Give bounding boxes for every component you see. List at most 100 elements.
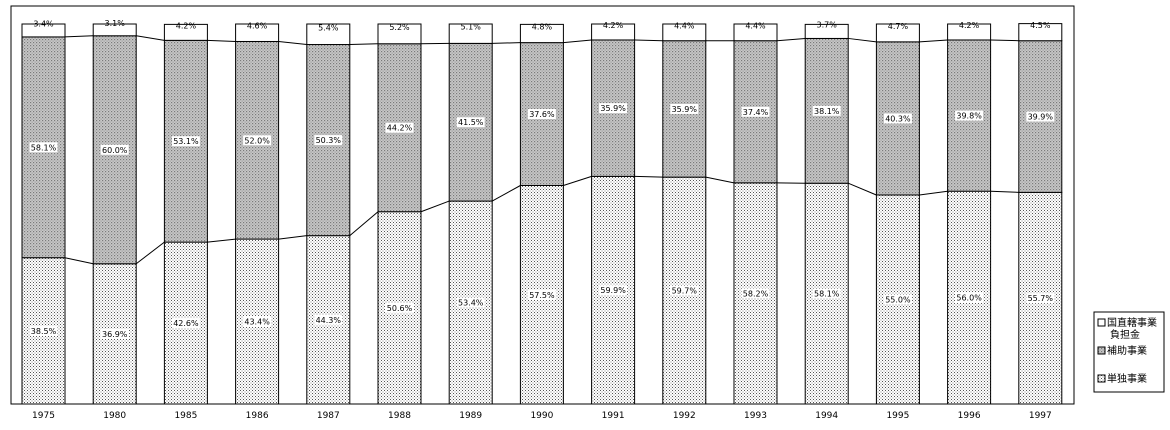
data-label-bg [243, 135, 272, 146]
connector-line [278, 235, 307, 240]
data-label-chokkatsu-1987: 5.4% [318, 23, 339, 32]
data-label-tandoku-1975: 38.5% [31, 327, 57, 336]
x-tick-label-1996: 1996 [958, 411, 981, 421]
data-label-bg [171, 136, 200, 147]
data-label-bg [29, 142, 58, 153]
bar-segment-chokkatsu-1995 [875, 23, 920, 43]
x-tick-label-1989: 1989 [459, 411, 482, 421]
x-tick-label-1990: 1990 [530, 411, 553, 421]
x-tick-label-1992: 1992 [673, 411, 696, 421]
legend-swatch-grid [1097, 346, 1106, 355]
bar-segment-chokkatsu-1980 [92, 23, 137, 37]
data-label-tandoku-1987: 44.3% [316, 316, 342, 325]
x-tick-label-1987: 1987 [317, 411, 340, 421]
data-label-tandoku-1990: 57.5% [529, 291, 555, 300]
data-label-hojo-1996: 39.8% [956, 112, 982, 121]
data-label-bg [599, 103, 628, 114]
connector-line [776, 37, 806, 42]
connector-line [492, 42, 521, 44]
data-label-bg [883, 294, 912, 305]
data-label-bg [456, 117, 485, 128]
data-label-chokkatsu-1993: 4.4% [745, 21, 766, 30]
data-label-bg [883, 113, 912, 124]
data-label-bg [314, 314, 343, 325]
data-label-hojo-1989: 41.5% [458, 118, 484, 127]
legend-label: 負担金 [1110, 328, 1140, 341]
data-label-hojo-1988: 44.2% [387, 124, 413, 133]
data-label-bg [741, 288, 770, 299]
x-tick-label-1986: 1986 [246, 411, 269, 421]
data-label-tandoku-1988: 50.6% [387, 304, 413, 313]
connector-line [563, 175, 592, 186]
x-tick-label-1985: 1985 [174, 411, 197, 421]
connector-line [848, 182, 877, 196]
legend-label: 単独事業 [1107, 372, 1147, 385]
data-label-bg [1026, 293, 1055, 304]
data-label-chokkatsu-1995: 4.7% [888, 22, 909, 31]
data-label-hojo-1992: 35.9% [672, 105, 698, 114]
bar-segment-chokkatsu-1996 [947, 23, 992, 41]
bar-segment-chokkatsu-1987 [306, 23, 351, 46]
data-label-tandoku-1994: 58.1% [814, 290, 840, 299]
data-label-hojo-1990: 37.6% [529, 110, 555, 119]
data-label-hojo-1975: 58.1% [31, 143, 57, 152]
connector-line [64, 257, 94, 265]
data-label-bg [527, 109, 556, 120]
data-label-chokkatsu-1990: 4.8% [532, 23, 553, 32]
bar-segment-chokkatsu-1997 [1018, 23, 1063, 42]
data-label-hojo-1993: 37.4% [743, 108, 769, 117]
bar-segment-chokkatsu-1991 [591, 23, 636, 41]
connector-line [990, 190, 1019, 193]
data-label-bg [599, 285, 628, 296]
data-label-chokkatsu-1997: 4.5% [1030, 21, 1051, 30]
connector-line [207, 39, 236, 42]
data-label-chokkatsu-1989: 5.1% [461, 23, 482, 32]
data-label-chokkatsu-1988: 5.2% [389, 23, 410, 32]
data-label-tandoku-1986: 43.4% [244, 318, 270, 327]
data-label-bg [955, 292, 984, 303]
legend-swatch-blank [1097, 318, 1106, 327]
data-label-hojo-1994: 38.1% [814, 107, 840, 116]
data-label-bg [670, 103, 699, 114]
connector-line [919, 39, 948, 43]
data-label-tandoku-1980: 36.9% [102, 330, 128, 339]
data-label-tandoku-1997: 55.7% [1028, 294, 1054, 303]
legend-label: 国直轄事業 [1107, 316, 1157, 329]
data-label-bg [812, 288, 841, 299]
bar-segment-chokkatsu-1988 [377, 23, 422, 45]
data-label-chokkatsu-1975: 3.4% [33, 19, 54, 28]
connector-line [135, 241, 165, 265]
connector-line [349, 211, 379, 237]
data-label-bg [243, 316, 272, 327]
connector-line [634, 175, 663, 178]
bar-segment-chokkatsu-1994 [804, 23, 849, 39]
data-label-bg [1026, 111, 1055, 122]
connector-line [278, 40, 307, 46]
x-tick-label-1993: 1993 [744, 411, 767, 421]
data-label-bg [385, 302, 414, 313]
data-label-bg [171, 318, 200, 329]
bar-segment-chokkatsu-1986 [235, 23, 280, 42]
data-label-chokkatsu-1994: 3.7% [817, 20, 838, 29]
data-label-tandoku-1993: 58.2% [743, 289, 769, 298]
connector-line [563, 39, 592, 44]
x-tick-label-1991: 1991 [602, 411, 625, 421]
connector-line [990, 39, 1019, 42]
legend-box [1093, 311, 1165, 393]
data-label-chokkatsu-1991: 4.2% [603, 21, 624, 30]
data-label-bg [527, 289, 556, 300]
connector-line [64, 35, 94, 38]
connector-line [705, 176, 735, 184]
data-label-tandoku-1996: 56.0% [956, 294, 982, 303]
bar-segment-chokkatsu-1985 [163, 23, 208, 41]
connector-line [207, 238, 236, 243]
data-label-bg [100, 328, 129, 339]
bar-segment-chokkatsu-1993 [733, 23, 778, 42]
data-label-hojo-1997: 39.9% [1028, 113, 1054, 122]
bar-segment-chokkatsu-1990 [519, 23, 564, 44]
data-label-bg [812, 105, 841, 116]
data-label-bg [385, 122, 414, 133]
bar-segment-chokkatsu-1992 [662, 23, 707, 42]
